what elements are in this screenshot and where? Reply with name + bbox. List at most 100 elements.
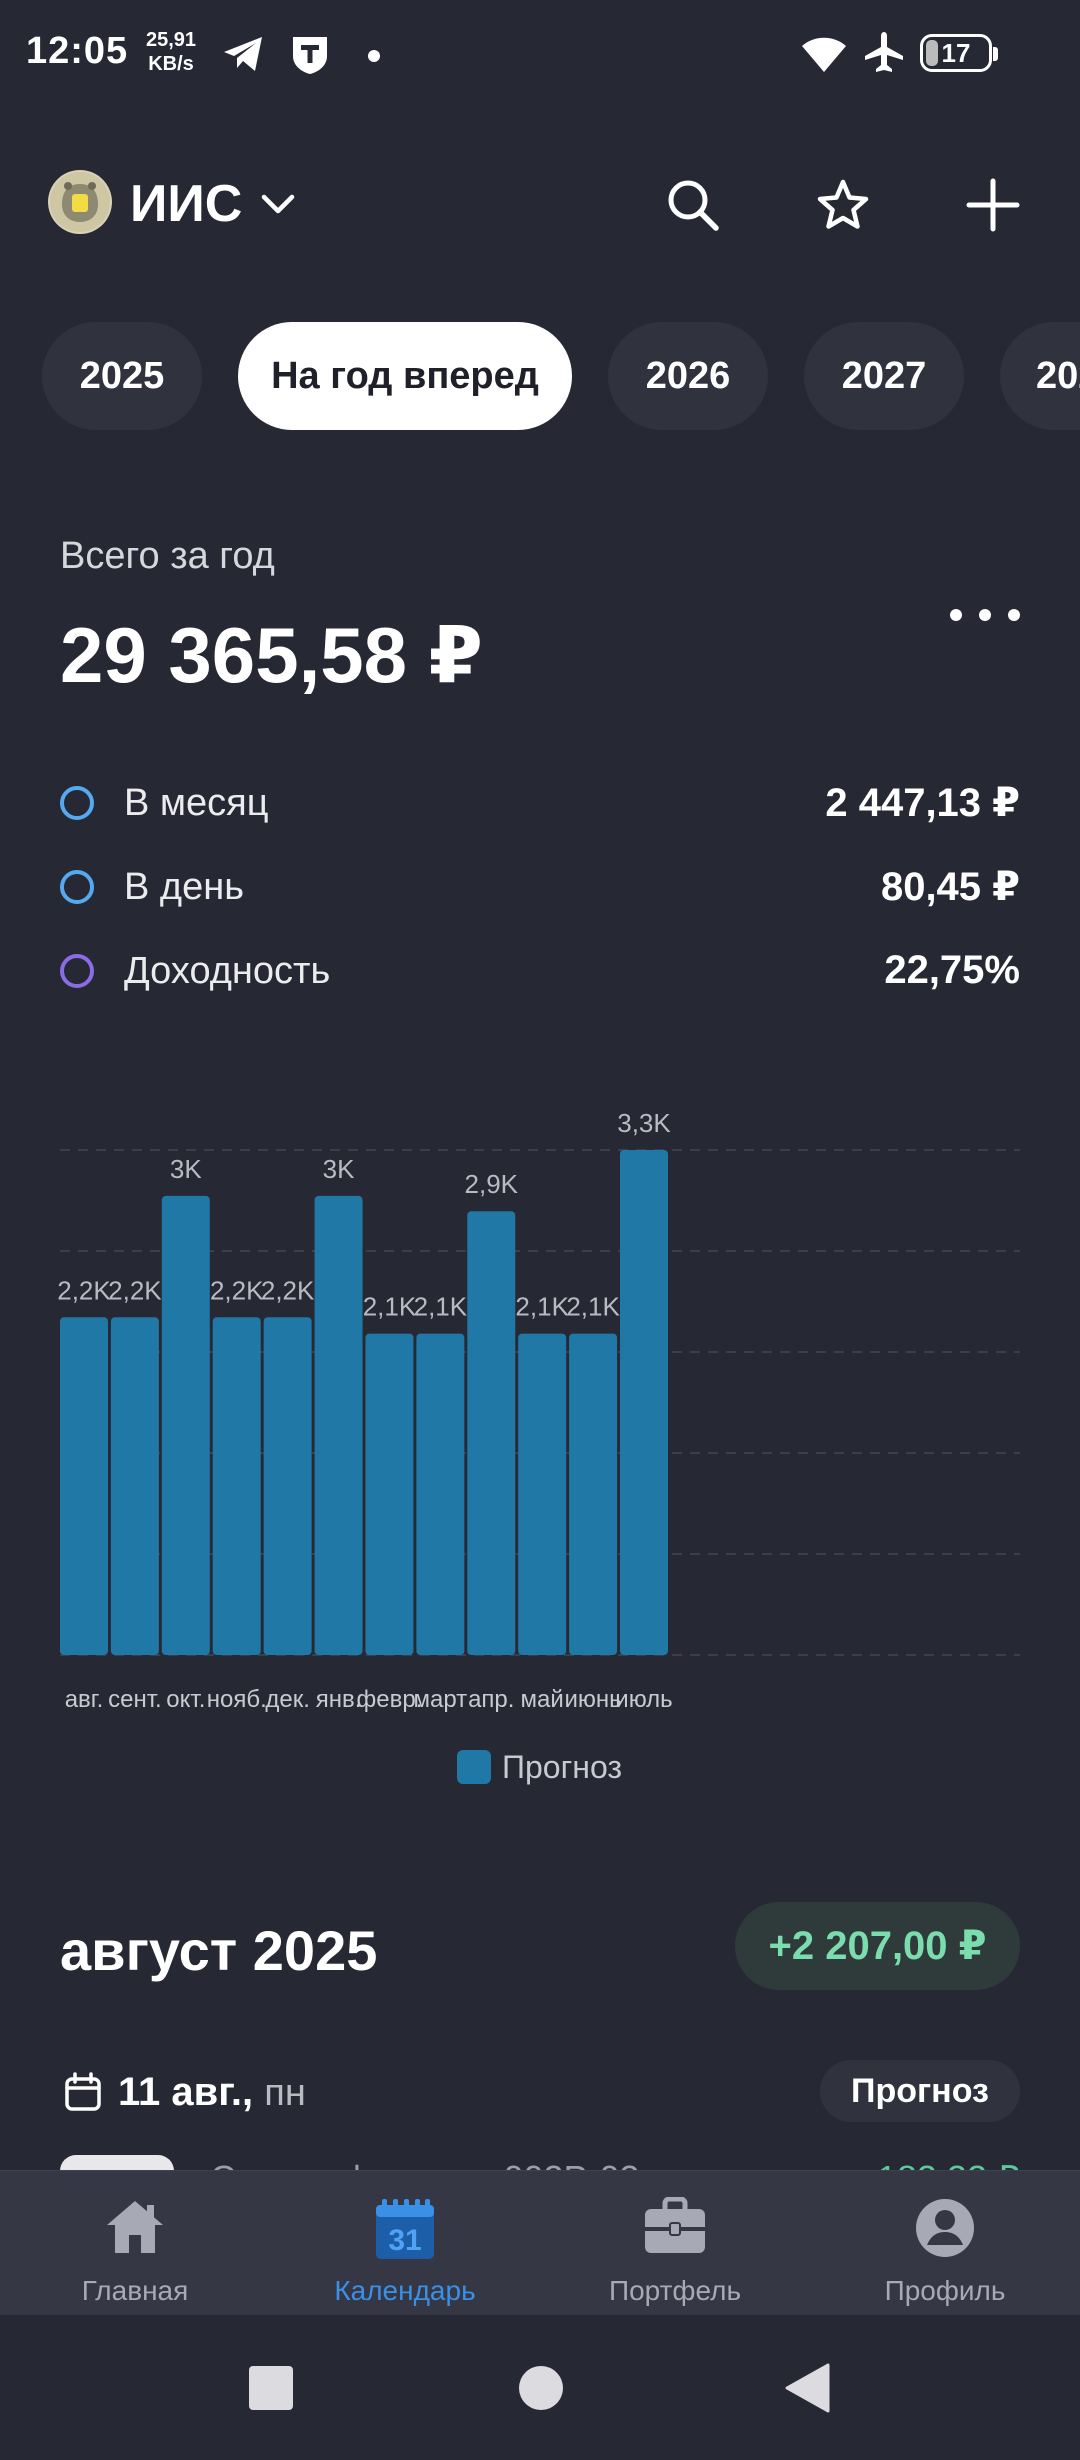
data-label: 2,1K bbox=[515, 1292, 569, 1322]
nav-calendar-label: Календарь bbox=[334, 2275, 476, 2306]
bar bbox=[314, 1195, 363, 1655]
app-header: ИИС bbox=[0, 140, 1080, 260]
status-bar: 12:05 25,91 KB/s 17 bbox=[0, 0, 1080, 110]
x-tick-label: янв. bbox=[316, 1686, 362, 1713]
x-tick-label: авг. bbox=[65, 1686, 104, 1713]
circle-marker-icon bbox=[60, 954, 94, 988]
date-row: 11 авг., пн Прогноз bbox=[60, 2060, 1020, 2130]
bank-logo bbox=[48, 170, 112, 234]
star-icon bbox=[817, 179, 869, 229]
x-tick-label: сент. bbox=[108, 1686, 162, 1713]
bar bbox=[212, 1317, 261, 1655]
tab-year-ahead[interactable]: На год вперед bbox=[238, 322, 572, 430]
x-tick-label: март bbox=[414, 1686, 468, 1713]
stat-yield: Доходность 22,75% bbox=[60, 944, 1020, 1004]
bar bbox=[60, 1317, 108, 1655]
legend-label: Прогноз bbox=[502, 1749, 622, 1785]
date-text: 11 авг., bbox=[118, 2070, 254, 2114]
plus-icon bbox=[966, 178, 1020, 232]
total-amount: 29 365,58 ₽ bbox=[60, 611, 483, 699]
bottom-navigation: Главная 31 Календарь bbox=[0, 2170, 1080, 2316]
month-total-badge: +2 207,00 ₽ bbox=[735, 1902, 1020, 1990]
tinkoff-shield-icon bbox=[293, 37, 327, 74]
wifi-icon bbox=[802, 37, 846, 72]
home-button[interactable] bbox=[518, 2365, 564, 2411]
search-icon bbox=[668, 180, 719, 231]
x-tick-label: февр. bbox=[357, 1686, 423, 1713]
network-speed-unit: KB/s bbox=[148, 53, 194, 75]
x-tick-label: апр. bbox=[468, 1686, 514, 1713]
x-tick-label: окт. bbox=[166, 1686, 205, 1713]
bar bbox=[161, 1195, 210, 1655]
bar bbox=[620, 1150, 668, 1655]
year-tabs: 2025 На год вперед 2026 2027 2028 bbox=[0, 322, 1080, 432]
nav-portfolio[interactable]: Портфель bbox=[540, 2171, 810, 2316]
bar bbox=[263, 1317, 312, 1655]
nav-calendar[interactable]: 31 Календарь bbox=[270, 2171, 540, 2316]
back-button[interactable] bbox=[784, 2363, 830, 2413]
stat-value: 22,75% bbox=[884, 948, 1020, 992]
system-navigation-bar bbox=[0, 2315, 1080, 2460]
recents-button[interactable] bbox=[248, 2365, 294, 2411]
data-label: 2,9K bbox=[465, 1169, 519, 1199]
battery-level: 17 bbox=[941, 38, 971, 68]
briefcase-icon bbox=[645, 2197, 705, 2253]
data-label: 2,1K bbox=[363, 1292, 417, 1322]
data-label: 2,2K bbox=[108, 1275, 162, 1305]
data-label: 3K bbox=[170, 1154, 202, 1184]
more-dot-icon bbox=[979, 609, 991, 621]
tab-2025[interactable]: 2025 bbox=[42, 322, 202, 430]
nav-portfolio-label: Портфель bbox=[608, 2275, 742, 2306]
x-tick-label: июнь bbox=[565, 1686, 622, 1713]
weekday-text: пн bbox=[264, 2072, 306, 2114]
account-selector[interactable]: ИИС bbox=[130, 174, 296, 234]
stat-per-month: В месяц 2 447,13 ₽ bbox=[60, 776, 1020, 836]
tab-2027[interactable]: 2027 bbox=[804, 322, 964, 430]
bar bbox=[569, 1333, 618, 1655]
data-label: 3,3K bbox=[617, 1108, 671, 1138]
home-icon bbox=[107, 2201, 163, 2253]
calendar-icon-day: 31 bbox=[388, 2224, 421, 2257]
x-tick-label: июль bbox=[615, 1686, 672, 1713]
stat-per-day: В день 80,45 ₽ bbox=[60, 860, 1020, 920]
data-label: 2,1K bbox=[414, 1292, 468, 1322]
stat-value: 2 447,13 ₽ bbox=[825, 781, 1020, 825]
chevron-down-icon bbox=[262, 194, 295, 214]
calendar-small-icon bbox=[65, 2072, 101, 2111]
more-dot-icon bbox=[950, 609, 962, 621]
x-tick-label: дек. bbox=[265, 1686, 310, 1713]
data-label: 2,1K bbox=[566, 1292, 620, 1322]
stat-value: 80,45 ₽ bbox=[880, 865, 1020, 909]
x-tick-label: нояб. bbox=[207, 1686, 267, 1713]
nav-profile-label: Профиль bbox=[884, 2275, 1006, 2306]
bar bbox=[110, 1317, 159, 1655]
forecast-pill: Прогноз bbox=[820, 2060, 1020, 2122]
x-tick-label: май bbox=[521, 1686, 564, 1713]
stat-label: В день bbox=[124, 866, 244, 908]
notification-dot bbox=[368, 50, 380, 62]
payments-bar-chart: 2,2K авг. 2,2K сент. 3K окт. 2,2K нояб. 2,2K дек.… bbox=[57, 1108, 1020, 1785]
nav-profile[interactable]: Профиль bbox=[810, 2171, 1080, 2316]
circle-marker-icon bbox=[60, 870, 94, 904]
airplane-icon bbox=[865, 32, 903, 72]
bar bbox=[416, 1333, 465, 1655]
data-label: 2,2K bbox=[210, 1275, 264, 1305]
account-name: ИИС bbox=[130, 175, 243, 233]
legend-swatch bbox=[457, 1750, 491, 1784]
data-label: 2,2K bbox=[261, 1275, 315, 1305]
total-label: Всего за год bbox=[60, 535, 275, 577]
tab-2026[interactable]: 2026 bbox=[608, 322, 768, 430]
more-dot-icon bbox=[1008, 609, 1020, 621]
stat-label: Доходность bbox=[124, 950, 331, 992]
date-label: 11 авг., пн bbox=[118, 2070, 306, 2115]
stat-label: В месяц bbox=[124, 782, 269, 824]
more-options-button[interactable] bbox=[950, 600, 1020, 630]
add-button[interactable] bbox=[958, 170, 1028, 240]
bar bbox=[365, 1333, 414, 1655]
nav-home[interactable]: Главная bbox=[0, 2171, 270, 2316]
data-label: 3K bbox=[323, 1154, 355, 1184]
favorite-button[interactable] bbox=[808, 170, 878, 240]
search-button[interactable] bbox=[658, 170, 728, 240]
telegram-icon bbox=[224, 37, 262, 71]
tab-2028[interactable]: 2028 bbox=[1000, 322, 1080, 430]
